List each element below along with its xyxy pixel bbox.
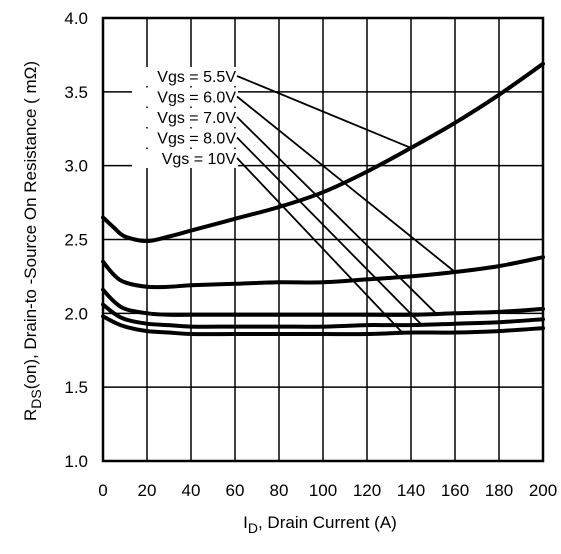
y-tick-label: 3.5 <box>64 83 88 102</box>
legend-label-bg <box>132 108 238 127</box>
x-tick-label: 80 <box>270 481 289 500</box>
y-tick-label: 4.0 <box>64 9 88 28</box>
legend: Vgs = 5.5V Vgs = 6.0V Vgs = 7.0V Vgs = 8.0V… <box>132 67 456 334</box>
y-tick-label: 1.0 <box>64 452 88 471</box>
y-tick-label: 1.5 <box>64 378 88 397</box>
y-axis-label-rest: (on), Drain-to -Source On Resistance ( m… <box>21 61 40 389</box>
x-axis-label-sub: D <box>248 520 258 536</box>
series-group <box>101 61 545 337</box>
x-axis-label-main: I <box>243 513 248 532</box>
legend-label: Vgs = 8.0V <box>157 131 236 148</box>
legend-leader-line <box>236 75 412 149</box>
x-tick-label: 20 <box>138 481 157 500</box>
y-tick-label: 2.0 <box>64 304 88 323</box>
series-line-5 <box>101 314 545 337</box>
x-axis-label: ID, Drain Current (A) <box>243 513 397 536</box>
legend-label-bg <box>132 87 238 107</box>
y-tick-label: 3.0 <box>64 157 88 176</box>
y-tick-label: 2.5 <box>64 231 88 250</box>
x-tick-label: 160 <box>441 481 469 500</box>
legend-label-bg <box>132 149 238 168</box>
legend-label-bg <box>132 67 238 86</box>
y-axis-label-main: R <box>21 409 40 421</box>
y-axis-label: RDS(on), Drain-to -Source On Resistance … <box>21 61 44 421</box>
x-tick-label: 120 <box>353 481 381 500</box>
legend-leader-line <box>236 95 456 273</box>
legend-label-bg <box>132 128 238 148</box>
series-line-1 <box>101 61 545 243</box>
legend-label: Vgs = 7.0V <box>157 110 236 127</box>
series-line-2 <box>101 255 545 290</box>
x-tick-labels: 0 20 40 60 80 100 120 140 160 180 200 <box>98 481 557 500</box>
series-line-4 <box>101 302 545 329</box>
series-line-3 <box>101 287 545 317</box>
x-axis-label-rest: , Drain Current (A) <box>258 513 397 532</box>
x-tick-label: 60 <box>226 481 245 500</box>
x-tick-label: 0 <box>98 481 107 500</box>
legend-label: Vgs = 6.0V <box>157 90 236 107</box>
legend-label: Vgs = 10V <box>162 151 237 168</box>
x-tick-label: 140 <box>397 481 425 500</box>
y-axis-label-sub: DS <box>28 389 44 408</box>
legend-leader-line <box>236 136 423 326</box>
legend-leader-line <box>236 157 403 334</box>
plot-frame <box>101 16 545 463</box>
legend-leader-line <box>236 116 439 316</box>
x-tick-label: 200 <box>529 481 557 500</box>
x-tick-label: 40 <box>182 481 201 500</box>
x-tick-label: 100 <box>309 481 337 500</box>
x-tick-label: 180 <box>485 481 513 500</box>
y-tick-labels: 1.0 1.5 2.0 2.5 3.0 3.5 4.0 <box>64 9 88 471</box>
legend-label: Vgs = 5.5V <box>157 69 236 86</box>
